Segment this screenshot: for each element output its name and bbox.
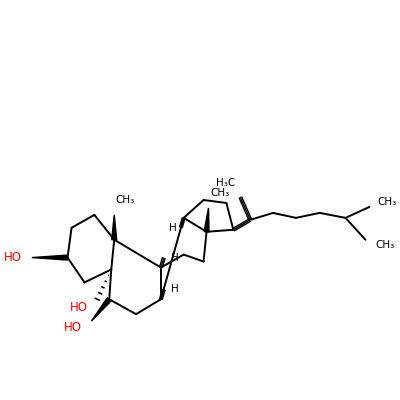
Polygon shape [112, 215, 117, 240]
Text: CH₃: CH₃ [375, 240, 394, 250]
Text: CH₃: CH₃ [115, 195, 134, 205]
Text: CH₃: CH₃ [377, 197, 396, 207]
Text: HO: HO [64, 320, 82, 334]
Text: H: H [171, 284, 178, 294]
Text: HO: HO [4, 251, 22, 264]
Text: H: H [169, 223, 177, 233]
Polygon shape [32, 255, 68, 260]
Text: H₃C: H₃C [216, 178, 235, 188]
Polygon shape [91, 298, 111, 321]
Text: CH₃: CH₃ [210, 188, 230, 198]
Text: HO: HO [70, 301, 88, 314]
Text: H: H [171, 252, 178, 262]
Polygon shape [204, 208, 209, 232]
